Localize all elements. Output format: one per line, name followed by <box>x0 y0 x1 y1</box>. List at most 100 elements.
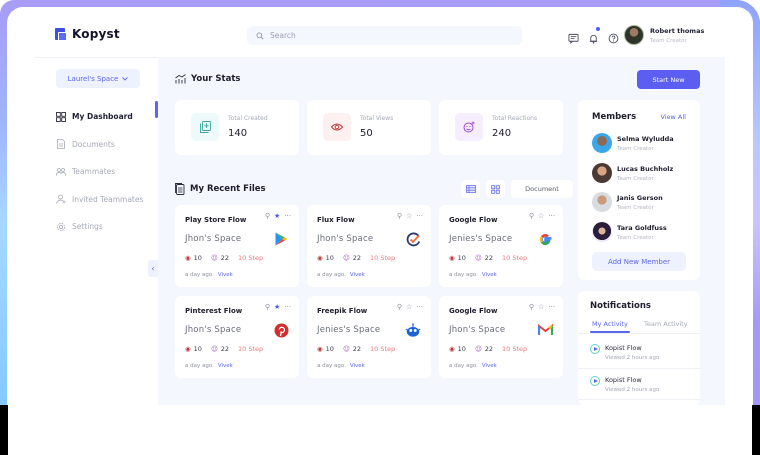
more-icon[interactable]: ··· <box>416 212 423 220</box>
member-item[interactable]: Janis Gerson Team Creator <box>592 192 663 212</box>
link-icon[interactable]: ⚲ <box>528 212 535 220</box>
avatar <box>592 222 612 242</box>
file-actions: ⚲ ☆ ··· <box>529 303 555 311</box>
steps-count: 10 Step <box>502 345 528 353</box>
smiley-icon: ☺ <box>474 345 482 353</box>
grid-view-button[interactable] <box>486 180 505 198</box>
member-name: Tara Goldfuss <box>617 223 667 232</box>
sidebar-item-label: My Dashboard <box>72 112 133 122</box>
star-outline-icon[interactable]: ☆ <box>406 212 413 220</box>
file-actions: ⚲ ★ ··· <box>265 303 291 311</box>
google-play-logo <box>273 231 289 247</box>
file-card[interactable]: Flux Flow ⚲ ☆ ··· Jhon's Space ◉ 10 ☺ 22… <box>307 205 431 287</box>
file-space: Jhon's Space <box>185 234 242 244</box>
more-icon[interactable]: ··· <box>284 212 291 220</box>
member-item[interactable]: Selma Wyludda Team Creator <box>592 133 674 153</box>
file-author[interactable]: Vivek <box>481 363 497 369</box>
view-all-link[interactable]: View All <box>660 113 686 121</box>
views-count: 10 <box>193 345 202 353</box>
star-outline-icon[interactable]: ☆ <box>538 303 545 311</box>
sidebar-item-settings[interactable]: Settings <box>56 213 143 241</box>
sidebar-collapse-button[interactable]: ‹ <box>148 260 158 277</box>
file-footer: a day ago. Vivek <box>317 363 365 369</box>
main-content: Your Stats Start New Total Created 140 T… <box>158 57 725 405</box>
file-author[interactable]: Vivek <box>481 272 497 278</box>
star-filled-icon[interactable]: ★ <box>274 212 281 220</box>
chevron-left-icon: ‹ <box>151 264 155 273</box>
link-icon[interactable]: ⚲ <box>528 303 535 311</box>
views-count: 10 <box>457 345 466 353</box>
more-icon[interactable]: ··· <box>548 212 555 220</box>
member-name: Lucas Buchholz <box>617 164 674 173</box>
member-item[interactable]: Lucas Buchholz Team Creator <box>592 163 673 183</box>
file-author[interactable]: Vivek <box>217 363 233 369</box>
start-new-button[interactable]: Start New <box>637 70 700 89</box>
search-icon <box>256 32 264 40</box>
user-profile[interactable]: Robert thomas Team Creator <box>624 25 704 45</box>
file-title: Freepik Flow <box>317 307 368 315</box>
notification-title: Kopist Flow <box>605 376 642 384</box>
notification-item[interactable]: Kopist Flow <box>590 403 700 405</box>
search-input[interactable] <box>270 31 490 40</box>
file-author[interactable]: Vivek <box>349 272 365 278</box>
steps-count: 10 Step <box>238 345 264 353</box>
notification-subtitle: Viewed 2 hours ago <box>605 387 660 393</box>
message-icon[interactable] <box>568 29 579 45</box>
member-item[interactable]: Tara Goldfuss Team Creator <box>592 222 667 242</box>
add-new-member-button[interactable]: Add New Member <box>592 252 686 271</box>
link-icon[interactable]: ⚲ <box>264 212 271 220</box>
search-bar[interactable] <box>247 26 522 45</box>
file-card[interactable]: Pinterest Flow ⚲ ★ ··· Jhon's Space ◉ 10… <box>175 296 299 378</box>
file-card[interactable]: Freepik Flow ⚲ ☆ ··· Jenies's Space ◉ 10… <box>307 296 431 378</box>
star-outline-icon[interactable]: ☆ <box>406 303 413 311</box>
file-author[interactable]: Vivek <box>349 363 365 369</box>
chevron-down-icon <box>122 76 129 81</box>
link-icon[interactable]: ⚲ <box>396 212 403 220</box>
file-title: Play Store Flow <box>185 216 247 224</box>
sidebar-item-invited-teammates[interactable]: Invited Teammates <box>56 186 143 214</box>
sidebar-item-documents[interactable]: Documents <box>56 131 143 159</box>
views-count: 10 <box>325 254 334 262</box>
avatar <box>592 133 612 153</box>
notification-item[interactable]: Kopist Flow Viewed 2 hours ago <box>590 373 700 405</box>
help-icon[interactable] <box>608 29 619 44</box>
reactions-count: 22 <box>220 345 230 353</box>
grid-view-icon <box>491 184 500 194</box>
sidebar-item-teammates[interactable]: Teammates <box>56 158 143 186</box>
divider <box>578 333 700 334</box>
file-footer: a day ago. Vivek <box>185 272 233 278</box>
notification-item[interactable]: Kopist Flow Viewed 2 hours ago <box>590 341 700 374</box>
file-card[interactable]: Play Store Flow ⚲ ★ ··· Jhon's Space ◉ 1… <box>175 205 299 287</box>
star-filled-icon[interactable]: ★ <box>274 303 281 311</box>
stat-label: Total Views <box>360 115 394 122</box>
user-name: Robert thomas <box>650 26 705 35</box>
views-count: 10 <box>457 254 466 262</box>
document-filter-select[interactable]: Document <box>511 180 573 198</box>
avatar <box>592 192 612 212</box>
more-icon[interactable]: ··· <box>416 303 423 311</box>
sidebar-item-my-dashboard[interactable]: My Dashboard <box>56 103 143 131</box>
tab-team-activity[interactable]: Team Activity <box>644 320 688 328</box>
eye-icon: ◉ <box>317 254 323 262</box>
freepik-logo <box>405 322 421 338</box>
reactions-count: 22 <box>484 345 494 353</box>
more-icon[interactable]: ··· <box>548 303 555 311</box>
more-icon[interactable]: ··· <box>284 303 291 311</box>
space-selector[interactable]: Laurel's Space <box>56 69 140 88</box>
file-card[interactable]: Google Flow ⚲ ☆ ··· Jenies's Space ◉ 10 … <box>439 205 563 287</box>
team-icon <box>56 167 66 176</box>
file-author[interactable]: Vivek <box>217 272 233 278</box>
link-icon[interactable]: ⚲ <box>396 303 403 311</box>
tab-my-activity[interactable]: My Activity <box>592 320 628 328</box>
file-space: Jhon's Space <box>317 234 374 244</box>
stat-label: Total Created <box>228 115 268 122</box>
smiley-icon: ☺ <box>210 345 218 353</box>
app-logo[interactable]: Kopyst <box>55 27 120 41</box>
bell-icon[interactable] <box>588 27 600 44</box>
link-icon[interactable]: ⚲ <box>264 303 271 311</box>
star-outline-icon[interactable]: ☆ <box>538 212 545 220</box>
file-space: Jenies's Space <box>449 234 513 244</box>
file-card[interactable]: Google Flow ⚲ ☆ ··· Jhon's Space ◉ 10 ☺ … <box>439 296 563 378</box>
dashboard-icon <box>56 111 66 122</box>
list-view-button[interactable] <box>461 180 480 198</box>
